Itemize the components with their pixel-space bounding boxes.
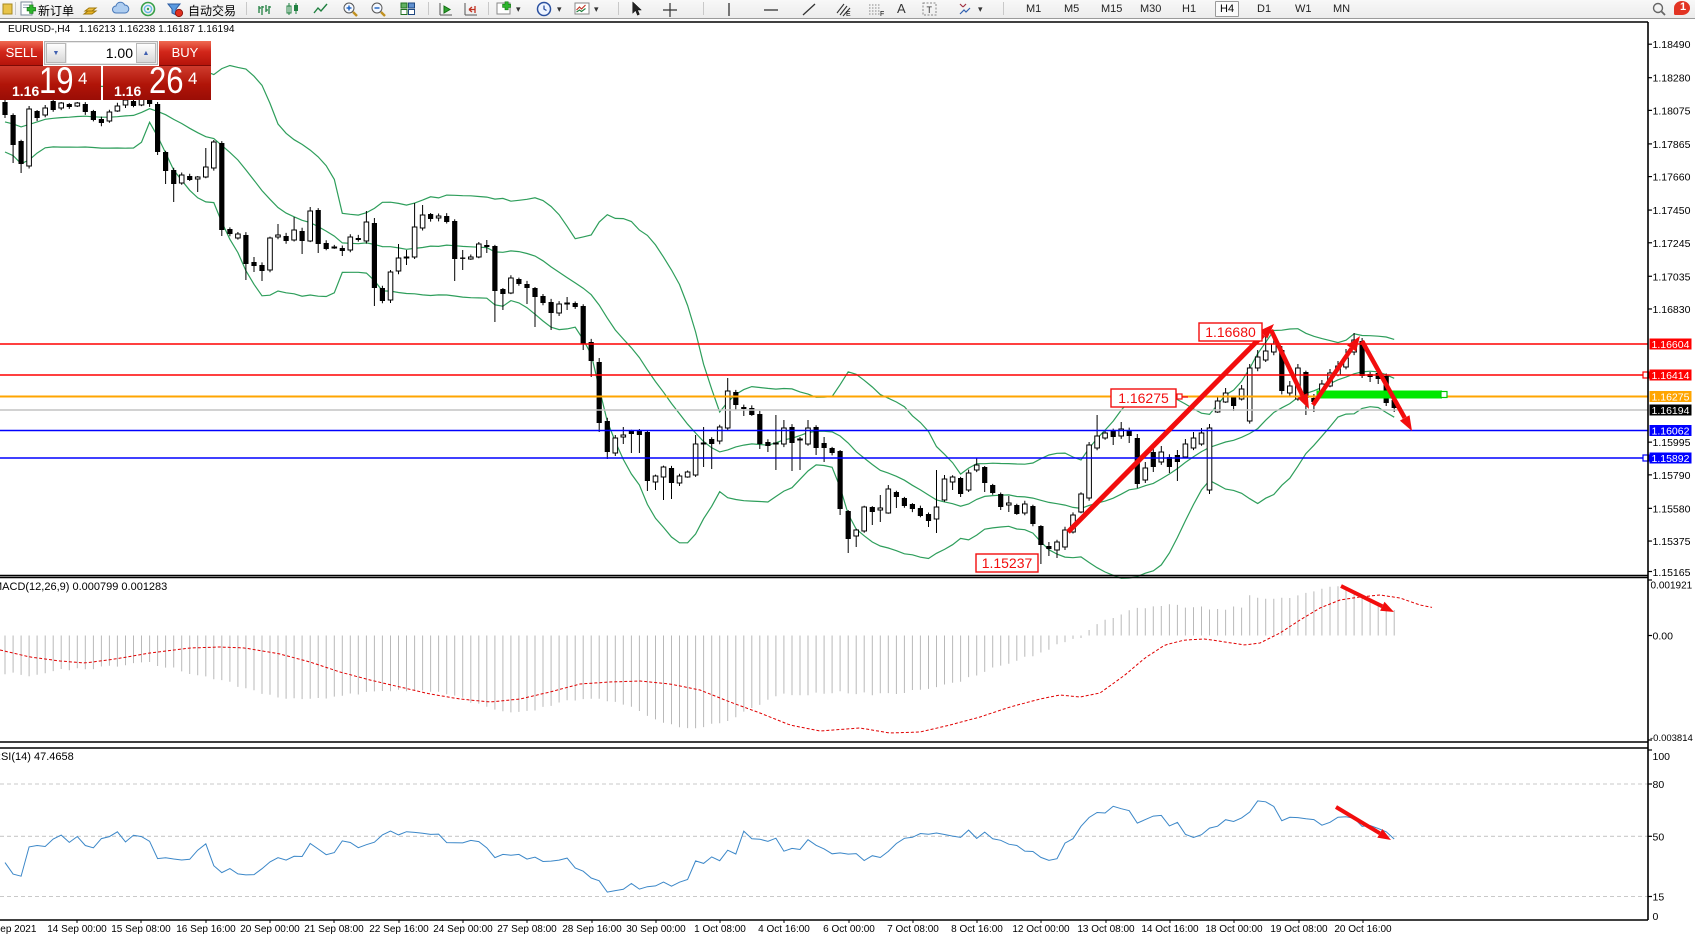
svg-text:1.16414: 1.16414 (1652, 370, 1690, 382)
svg-text:1.15165: 1.15165 (1653, 567, 1691, 579)
svg-text:1.16680: 1.16680 (1205, 324, 1256, 340)
svg-text:1.17450: 1.17450 (1653, 205, 1691, 217)
svg-text:1.15995: 1.15995 (1653, 437, 1691, 449)
svg-text:24 Sep 00:00: 24 Sep 00:00 (433, 924, 493, 935)
svg-text:1.15790: 1.15790 (1653, 470, 1691, 482)
svg-text:28 Sep 16:00: 28 Sep 16:00 (562, 924, 622, 935)
svg-text:1.18490: 1.18490 (1653, 39, 1691, 51)
svg-text:1.18075: 1.18075 (1653, 105, 1691, 117)
svg-text:1.15580: 1.15580 (1653, 503, 1691, 515)
svg-text:1.16194: 1.16194 (1652, 405, 1690, 417)
svg-text:EURUSD-,H4 1.16213 1.16238 1: EURUSD-,H4 1.16213 1.16238 1.16187 1.161… (8, 24, 235, 35)
svg-text:0: 0 (1653, 911, 1659, 923)
svg-text:20 Oct 16:00: 20 Oct 16:00 (1334, 924, 1392, 935)
svg-text:T: T (927, 5, 933, 15)
svg-text:1.18280: 1.18280 (1653, 73, 1691, 85)
svg-text:E: E (846, 11, 851, 18)
svg-text:12 Oct 00:00: 12 Oct 00:00 (1012, 924, 1070, 935)
svg-text:1.16604: 1.16604 (1652, 339, 1690, 351)
svg-text:1.17245: 1.17245 (1653, 238, 1691, 250)
svg-text:21 Sep 08:00: 21 Sep 08:00 (304, 924, 364, 935)
svg-text:F: F (880, 11, 884, 18)
svg-text:19 Oct 08:00: 19 Oct 08:00 (1270, 924, 1328, 935)
svg-text:0.001921: 0.001921 (1651, 581, 1693, 592)
svg-text:13 Oct 08:00: 13 Oct 08:00 (1077, 924, 1135, 935)
svg-text:1.17035: 1.17035 (1653, 271, 1691, 283)
svg-text:1.17660: 1.17660 (1653, 172, 1691, 184)
svg-text:1.15375: 1.15375 (1653, 536, 1691, 548)
svg-text:1.17865: 1.17865 (1653, 139, 1691, 151)
svg-text:1.16830: 1.16830 (1653, 304, 1691, 316)
svg-text:22 Sep 16:00: 22 Sep 16:00 (369, 924, 429, 935)
svg-text:6 Oct 00:00: 6 Oct 00:00 (823, 924, 875, 935)
svg-text:0.00: 0.00 (1653, 631, 1674, 643)
svg-text:100: 100 (1653, 751, 1671, 763)
svg-text:1.16275: 1.16275 (1118, 390, 1169, 406)
svg-text:15 Sep 08:00: 15 Sep 08:00 (111, 924, 171, 935)
svg-text:30 Sep 00:00: 30 Sep 00:00 (626, 924, 686, 935)
svg-text:27 Sep 08:00: 27 Sep 08:00 (497, 924, 557, 935)
svg-text:Sep 2021: Sep 2021 (0, 924, 37, 935)
svg-text:MACD(12,26,9) 0.000799 0.00128: MACD(12,26,9) 0.000799 0.001283 (0, 581, 167, 593)
svg-text:-0.003814: -0.003814 (1650, 733, 1693, 744)
svg-text:1.15237: 1.15237 (982, 555, 1033, 571)
svg-text:8 Oct 16:00: 8 Oct 16:00 (951, 924, 1003, 935)
svg-text:20 Sep 00:00: 20 Sep 00:00 (240, 924, 300, 935)
svg-text:4 Oct 16:00: 4 Oct 16:00 (758, 924, 810, 935)
svg-text:1.16062: 1.16062 (1652, 426, 1690, 438)
svg-text:18 Oct 00:00: 18 Oct 00:00 (1205, 924, 1263, 935)
svg-text:80: 80 (1653, 779, 1665, 791)
svg-text:1.16275: 1.16275 (1652, 392, 1690, 404)
svg-text:16 Sep 16:00: 16 Sep 16:00 (176, 924, 236, 935)
svg-text:15: 15 (1653, 892, 1665, 904)
svg-text:14 Sep 00:00: 14 Sep 00:00 (47, 924, 107, 935)
svg-text:7 Oct 08:00: 7 Oct 08:00 (887, 924, 939, 935)
svg-text:50: 50 (1653, 831, 1665, 843)
svg-text:14 Oct 16:00: 14 Oct 16:00 (1141, 924, 1199, 935)
svg-text:1.15892: 1.15892 (1652, 453, 1690, 465)
svg-text:RSI(14) 47.4658: RSI(14) 47.4658 (0, 751, 74, 763)
svg-text:1 Oct 08:00: 1 Oct 08:00 (694, 924, 746, 935)
